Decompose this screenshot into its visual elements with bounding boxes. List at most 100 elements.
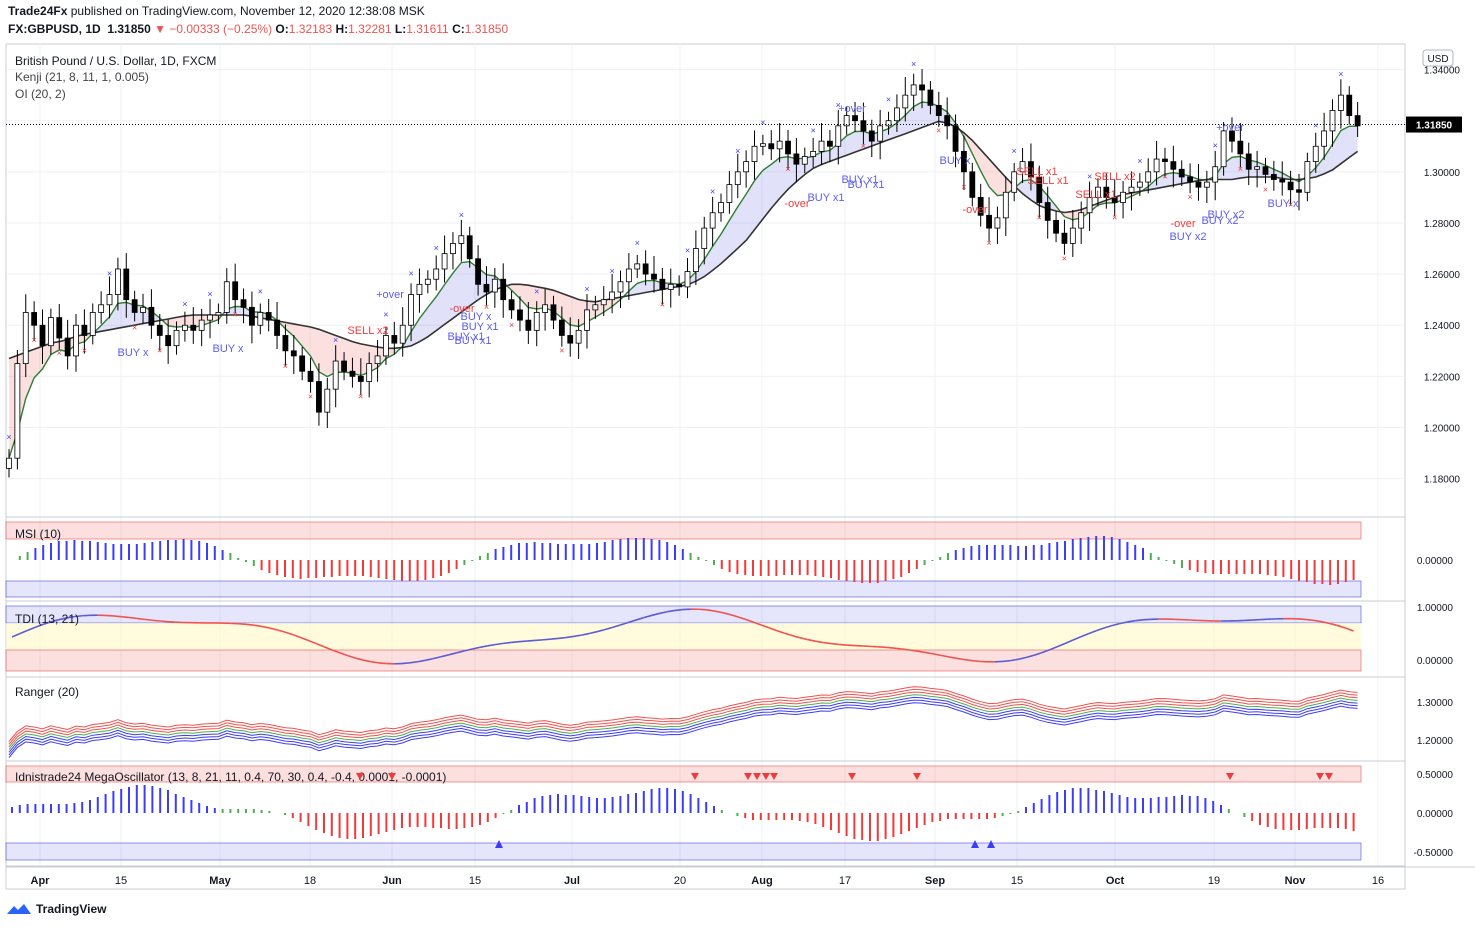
candle-body <box>1136 181 1143 188</box>
x-axis: Apr 15 May 18 Jun 15 Jul 20 Aug 17 Sep 15 Oct 19 Nov 16 <box>31 44 1384 887</box>
tdi-line-segment <box>511 640 520 644</box>
signal-cross-icon: × <box>6 432 11 442</box>
signal-cross-icon: × <box>57 348 62 358</box>
tradingview-logo-icon <box>7 904 31 914</box>
symbol-label: FX:GBPUSD, 1D <box>8 22 101 36</box>
signal-cross-icon: × <box>735 146 740 156</box>
signal-cross-icon: × <box>911 59 916 69</box>
candle-body <box>1103 186 1110 198</box>
signal-cross-icon: × <box>635 238 640 248</box>
kenji-band-fill <box>109 303 118 330</box>
candle-body <box>1346 94 1353 116</box>
x-tick-label: Jul <box>564 875 580 887</box>
tdi-line-segment <box>542 638 551 641</box>
currency-badge[interactable]: USD <box>1422 49 1454 67</box>
tdi-line-segment <box>940 654 949 658</box>
tdi-line-segment <box>713 610 722 614</box>
kenji-band-fill <box>519 284 529 308</box>
kenji-band-fill <box>737 194 747 249</box>
tdi-line-segment <box>667 609 676 613</box>
tdi-line-segment <box>1329 622 1339 627</box>
candle-body <box>885 120 892 127</box>
candle-body <box>307 370 314 382</box>
tdi-line-segment <box>807 638 816 642</box>
signal-label: +over <box>838 103 866 115</box>
signal-label: BUY x1 <box>807 192 844 204</box>
price-tick-label: 1.22000 <box>1424 372 1461 383</box>
price-tick-label: 1.30000 <box>1424 168 1461 179</box>
down-arrow-icon: ▼ <box>154 22 166 36</box>
tdi-line-segment <box>339 652 348 657</box>
candle-body <box>801 156 808 165</box>
candle-body <box>265 312 272 321</box>
tdi-lower-zone <box>5 649 1362 672</box>
candle-body <box>299 355 306 372</box>
tdi-line-segment <box>776 629 785 634</box>
kenji-band-fill <box>101 316 110 332</box>
kenji-band-fill <box>1231 156 1241 180</box>
price-pane: 1.340001.320001.300001.280001.260001.240… <box>6 66 1461 518</box>
candle-body <box>927 89 934 106</box>
kenji-band-fill <box>704 246 713 277</box>
tdi-line-segment <box>760 624 769 629</box>
kenji-band-fill <box>1349 126 1358 158</box>
kenji-band-fill <box>34 346 43 378</box>
tdi-line-segment <box>1322 621 1331 625</box>
candle-body <box>140 306 146 313</box>
ranger-line <box>8 702 1358 758</box>
tdi-line-segment <box>58 617 67 621</box>
tdi-line-segment <box>518 640 527 643</box>
footer-brand[interactable]: TradingView <box>6 902 106 916</box>
kenji-band-fill <box>310 327 319 372</box>
tdi-line-segment <box>526 639 535 642</box>
tdi-title: TDI (13, 21) <box>15 612 79 626</box>
tdi-line-segment <box>35 623 44 628</box>
tdi-line-segment <box>783 632 793 637</box>
candle-body <box>1002 191 1009 219</box>
kenji-band-fill <box>427 296 437 337</box>
tdi-line-segment <box>409 660 418 664</box>
candle-body <box>575 329 582 344</box>
candle-body <box>1279 179 1286 183</box>
buy-triangle-icon <box>971 840 979 848</box>
publisher-name[interactable]: Trade24Fx <box>8 4 68 18</box>
currency-badge-box[interactable] <box>1422 49 1454 67</box>
tdi-line-segment <box>354 657 364 661</box>
signal-cross-icon: × <box>182 299 187 309</box>
kenji-band-fill <box>411 318 420 346</box>
kenji-band-fill <box>888 122 897 140</box>
kenji-band-fill <box>1005 177 1015 195</box>
candle-body <box>776 140 783 150</box>
candle-body <box>198 319 205 331</box>
candle-body <box>810 150 817 157</box>
signal-cross-icon: × <box>609 266 614 276</box>
tdi-line-segment <box>1135 619 1144 622</box>
open-value: 1.32183 <box>288 22 333 36</box>
tdi-line-segment <box>627 619 637 624</box>
candle-body <box>500 278 507 301</box>
candle-body <box>1212 166 1219 183</box>
candle-body <box>1178 168 1185 178</box>
mega-pane: Idnistrade24 MegaOscillator (13, 8, 21, … <box>5 765 1453 867</box>
candle-body <box>475 258 481 285</box>
candle-body <box>1187 176 1193 183</box>
kenji-bands <box>8 101 1359 459</box>
tdi-line-segment <box>744 618 754 623</box>
candle-body <box>1069 227 1076 244</box>
signal-label: -over <box>1170 218 1195 230</box>
tdi-line-segment <box>152 619 161 622</box>
kenji-band-fill <box>561 293 571 326</box>
tdi-line-segment <box>238 622 247 626</box>
x-tick-label: Jun <box>382 875 402 887</box>
low-label: L: <box>394 22 407 36</box>
tdi-line-segment <box>503 641 512 645</box>
candle-body <box>1354 115 1361 127</box>
tdi-tick-label: 1.00000 <box>1417 603 1454 614</box>
tdi-line-segment <box>74 614 83 618</box>
tdi-line-segment <box>308 639 317 645</box>
price-tick-label: 1.28000 <box>1424 219 1461 230</box>
signal-cross-icon: × <box>333 335 338 345</box>
ranger-tick-label: 1.30000 <box>1417 698 1454 709</box>
candle-body <box>1120 191 1126 203</box>
